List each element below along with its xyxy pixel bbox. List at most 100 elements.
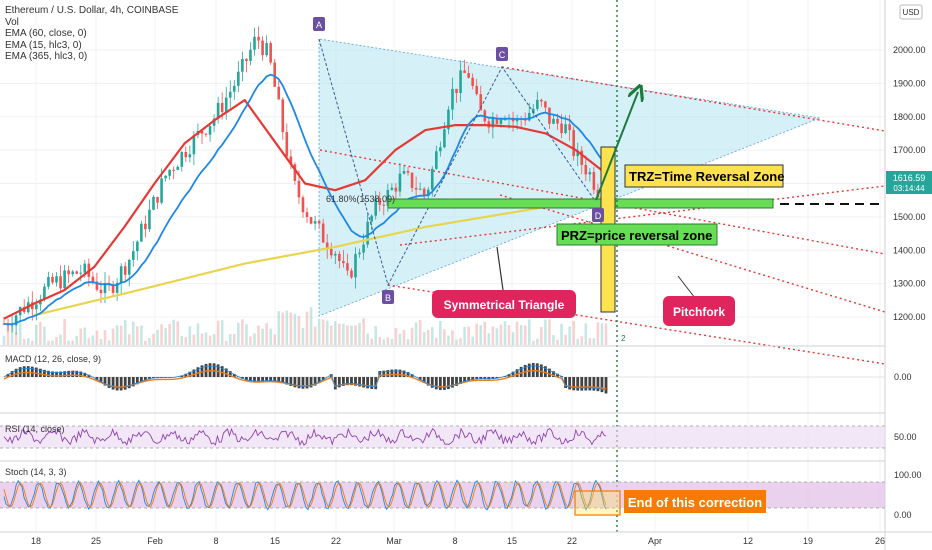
- candle-body: [362, 244, 365, 253]
- volume-bar: [35, 324, 38, 345]
- volume-bar: [511, 332, 515, 345]
- volume-bar: [269, 328, 272, 345]
- macd-hist-bar: [245, 377, 248, 381]
- volume-bar: [245, 324, 248, 345]
- candle-body: [398, 173, 402, 192]
- macd-hist-bar: [333, 377, 337, 390]
- macd-hist-bar: [139, 377, 143, 383]
- candle-body: [329, 248, 333, 256]
- macd-hist-bar: [107, 377, 111, 388]
- candle-body: [59, 276, 62, 289]
- legend-ema-15[interactable]: EMA (15, hlc3, 0): [5, 39, 82, 51]
- candle-body: [123, 266, 127, 275]
- volume-bar: [79, 328, 83, 345]
- macd-hist-bar: [297, 377, 301, 389]
- macd-hist-bar: [281, 377, 285, 384]
- candle-body: [334, 253, 337, 256]
- volume-bar: [127, 334, 131, 345]
- volume-bar: [39, 321, 42, 345]
- candle-body: [540, 99, 543, 102]
- volume-bar: [483, 321, 487, 345]
- volume-bar: [257, 325, 260, 345]
- x-tick-label: 15: [270, 536, 280, 546]
- candle-body: [95, 281, 99, 290]
- macd-hist-bar: [51, 371, 54, 377]
- point-d-marker: D: [592, 208, 604, 222]
- candle-body: [136, 241, 139, 252]
- volume-bar: [346, 325, 349, 345]
- macd-hist-bar: [495, 377, 499, 379]
- macd-hist-bar: [228, 371, 232, 377]
- volume-bar: [14, 332, 18, 345]
- candle-body: [224, 97, 228, 112]
- volume-bar: [572, 320, 575, 345]
- volume-bar: [523, 325, 527, 345]
- volume-bar: [378, 337, 382, 345]
- legend-ema-60[interactable]: EMA (60, close, 0): [5, 28, 87, 39]
- volume-bar: [592, 338, 596, 345]
- candle-body: [249, 49, 252, 61]
- candle-body: [354, 254, 357, 278]
- macd-hist-bar: [321, 377, 325, 381]
- legend-vol[interactable]: Vol: [5, 16, 19, 28]
- volume-bar: [386, 337, 390, 345]
- candle-body: [568, 124, 571, 131]
- stoch-note-box: [574, 490, 621, 516]
- macd-hist-bar: [568, 377, 572, 390]
- volume-bar: [507, 325, 511, 345]
- macd-hist-bar: [265, 377, 269, 382]
- candle-body: [297, 180, 301, 198]
- chart-legend[interactable]: Ethereum / U.S. Dollar, 4h, COINBASE Vol…: [5, 5, 178, 63]
- symbol-title[interactable]: Ethereum / U.S. Dollar, 4h, COINBASE: [5, 5, 179, 16]
- volume-bar: [418, 320, 422, 345]
- trz-label: TRZ=Time Reversal Zone: [629, 169, 784, 184]
- macd-hist-bar: [394, 369, 398, 377]
- macd-hist-bar: [301, 377, 305, 389]
- macd-hist-bar: [455, 377, 458, 386]
- projection-arrow: [595, 92, 638, 201]
- volume-bar: [22, 338, 26, 345]
- x-tick-label: 25: [91, 536, 101, 546]
- volume-bar: [402, 329, 406, 345]
- candle-body: [83, 263, 87, 273]
- volume-bar: [285, 310, 289, 345]
- candle-body: [192, 135, 196, 155]
- candle-body: [426, 189, 430, 197]
- rsi-title: RSI (14, close): [5, 424, 65, 434]
- macd-hist-bar: [119, 377, 123, 391]
- macd-hist-bar: [398, 369, 402, 377]
- volume-bar: [180, 335, 184, 345]
- volume-bar: [216, 320, 220, 345]
- candle-body: [140, 223, 143, 242]
- macd-hist-bar: [451, 377, 454, 388]
- volume-bar: [552, 335, 555, 345]
- y-tick-label: 1200.00: [893, 312, 926, 322]
- candle-body: [156, 197, 159, 203]
- macd-hist-bar: [463, 377, 466, 383]
- macd-hist-bar: [285, 377, 289, 385]
- ema-60-line: [3, 98, 607, 320]
- candle-body: [273, 62, 276, 87]
- candle-body: [572, 130, 575, 157]
- candle-body: [261, 40, 264, 56]
- time-axis[interactable]: 18 25 Feb 8 15 22 Mar 8 15 22 Apr 12 19 26: [31, 536, 885, 546]
- macd-hist-bar: [511, 371, 515, 377]
- macd-hist-bar: [556, 373, 559, 377]
- legend-ema-365[interactable]: EMA (365, hlc3, 0): [5, 51, 88, 62]
- candle-body: [503, 119, 507, 121]
- candle-body: [317, 221, 321, 224]
- candle-body: [378, 198, 382, 205]
- currency-badge[interactable]: USD: [903, 8, 920, 17]
- x-tick-label: 22: [331, 536, 341, 546]
- macd-hist-bar: [337, 377, 341, 388]
- point-b-marker: B: [382, 290, 394, 304]
- volume-bar: [463, 326, 466, 345]
- candle-body: [471, 77, 474, 86]
- volume-bar: [604, 323, 608, 345]
- macd-hist-bar: [148, 377, 151, 380]
- volume-bar: [394, 328, 398, 345]
- candle-body: [459, 70, 462, 93]
- x-tick-label: 18: [31, 536, 41, 546]
- macd-hist-bar: [216, 364, 220, 377]
